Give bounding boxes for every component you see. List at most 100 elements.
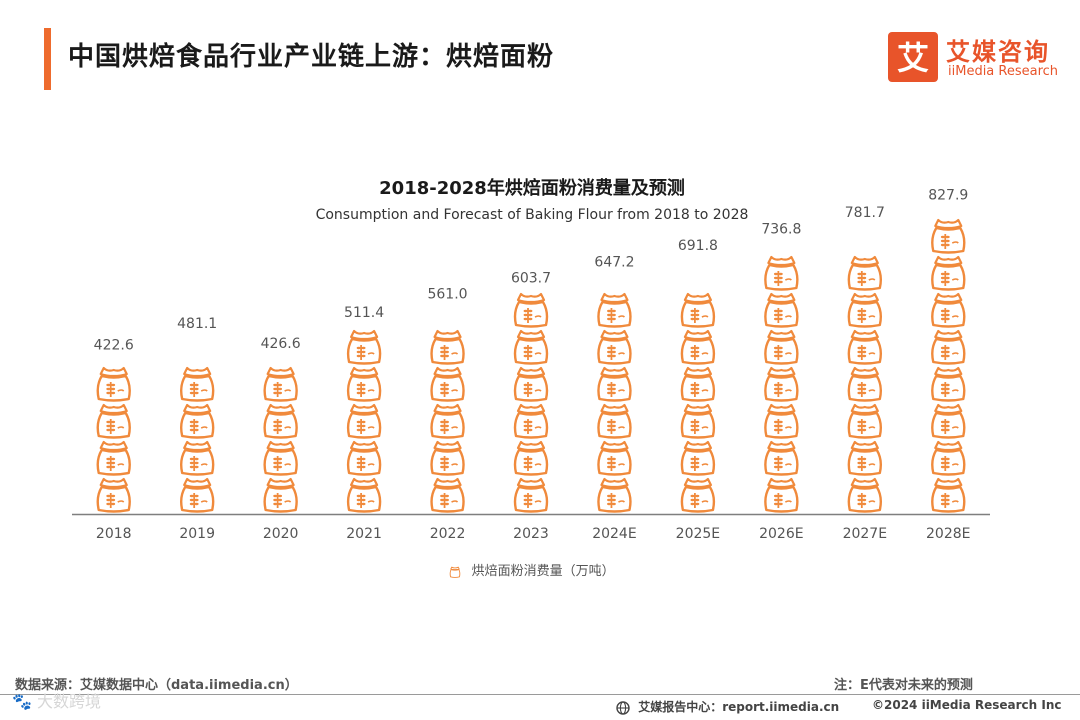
data-label: 511.4 — [344, 305, 384, 321]
flour-sack-icon — [847, 403, 883, 439]
flour-sack-icon — [847, 440, 883, 476]
flour-sack-icon — [263, 403, 298, 439]
flour-sack-icon — [847, 477, 883, 513]
bar-2020 — [263, 356, 298, 513]
flour-sack-icon — [597, 329, 632, 365]
data-label: 481.1 — [177, 316, 217, 332]
flour-sack-icon — [513, 403, 549, 439]
data-label: 561.0 — [427, 286, 467, 302]
x-tick-label: 2028E — [926, 526, 970, 542]
flour-sack-icon — [346, 329, 382, 365]
data-label: 422.6 — [94, 338, 134, 354]
flour-sack-icon — [430, 329, 465, 365]
flour-sack-icon — [847, 366, 883, 402]
flour-sack-icon — [346, 403, 382, 439]
flour-sack-icon — [346, 440, 382, 476]
flour-sack-icon — [764, 366, 799, 402]
flour-sack-icon — [430, 477, 465, 513]
flour-sack-icon — [513, 440, 549, 476]
chart-subtitle: Consumption and Forecast of Baking Flour… — [315, 207, 749, 223]
flour-sack-icon — [263, 440, 298, 476]
x-tick-label: 2027E — [843, 526, 887, 542]
flour-sack-partial-icon — [179, 335, 215, 365]
forecast-note: 注：E代表对未来的预测 — [834, 678, 973, 693]
x-tick-label: 2021 — [346, 526, 382, 542]
flour-sack-icon — [847, 329, 883, 365]
data-label: 691.8 — [678, 238, 718, 254]
flour-sack-icon — [513, 329, 549, 365]
flour-sack-icon — [597, 403, 632, 439]
x-tick-label: 2020 — [263, 526, 299, 542]
flour-sack-icon — [430, 440, 465, 476]
logo-cn-text: 艾媒咨询 — [946, 38, 1050, 66]
x-tick-label: 2023 — [513, 526, 549, 542]
bar-2019 — [179, 335, 215, 513]
flour-sack-icon — [764, 477, 799, 513]
flour-sack-icon — [764, 403, 799, 439]
flour-sack-icon — [931, 292, 966, 328]
flour-sack-icon — [513, 366, 549, 402]
logo-en-text: iiMedia Research — [948, 64, 1059, 79]
logo-glyph: 艾 — [897, 39, 929, 77]
flour-sack-icon — [346, 366, 382, 402]
bar-2018 — [96, 357, 131, 513]
flour-sack-partial-icon — [847, 224, 883, 254]
flour-sack-icon — [680, 440, 716, 476]
flour-sack-legend-icon — [450, 566, 461, 578]
watermark: 🐾 大数跨境 — [12, 692, 102, 711]
legend-label: 烘焙面粉消费量（万吨） — [471, 564, 615, 579]
flour-sack-icon — [764, 440, 799, 476]
labels-layer: 422.6 2018 481.1 2019 426.6 2020 511.4 2021 561.… — [94, 188, 971, 542]
report-center-text: 艾媒报告中心：report.iimedia.cn — [638, 700, 840, 714]
flour-sack-icon — [847, 255, 883, 291]
flour-sack-icon — [96, 403, 131, 439]
data-label: 647.2 — [594, 255, 634, 271]
data-label: 827.9 — [928, 188, 968, 204]
x-tick-label: 2018 — [96, 526, 132, 542]
flour-sack-icon — [513, 477, 549, 513]
flour-sack-icon — [179, 403, 215, 439]
bar-2026E — [764, 241, 799, 513]
data-label: 426.6 — [261, 336, 301, 352]
flour-sack-partial-icon — [680, 258, 716, 291]
bars-layer — [96, 207, 966, 513]
flour-sack-icon — [430, 366, 465, 402]
logo-mark-icon: 艾 — [888, 32, 938, 82]
flour-sack-icon — [931, 477, 966, 513]
bar-2023 — [513, 290, 549, 513]
flour-sack-icon — [764, 255, 799, 291]
flour-sack-icon — [680, 366, 716, 402]
bar-2021 — [346, 324, 382, 513]
flour-sack-icon — [597, 366, 632, 402]
flour-sack-icon — [847, 292, 883, 328]
flour-sack-icon — [263, 366, 298, 402]
title-accent-bar — [44, 28, 51, 90]
flour-sack-icon — [597, 477, 632, 513]
flour-sack-icon — [764, 292, 799, 328]
flour-sack-icon — [346, 477, 382, 513]
chart-legend: 烘焙面粉消费量（万吨） — [0, 560, 1064, 579]
bar-2025E — [680, 258, 716, 513]
x-tick-label: 2024E — [592, 526, 636, 542]
flour-sack-icon — [931, 329, 966, 365]
data-label: 603.7 — [511, 271, 551, 287]
flour-sack-icon — [179, 477, 215, 513]
x-tick-label: 2019 — [179, 526, 215, 542]
data-label: 781.7 — [845, 205, 885, 221]
flour-sack-icon — [931, 366, 966, 402]
flour-sack-icon — [96, 366, 131, 402]
flour-sack-icon — [931, 255, 966, 291]
flour-sack-icon — [764, 329, 799, 365]
flour-sack-icon — [263, 477, 298, 513]
flour-sack-icon — [680, 329, 716, 365]
flour-sack-icon — [931, 218, 966, 254]
copyright: ©2024 iiMedia Research Inc — [872, 698, 1062, 712]
footer-divider — [0, 694, 1080, 695]
flour-sack-icon — [931, 440, 966, 476]
flour-sack-icon — [430, 403, 465, 439]
flour-sack-icon — [680, 477, 716, 513]
chart-title: 2018-2028年烘焙面粉消费量及预测 — [379, 178, 685, 199]
flour-sack-icon — [96, 477, 131, 513]
flour-sack-icon — [680, 292, 716, 328]
